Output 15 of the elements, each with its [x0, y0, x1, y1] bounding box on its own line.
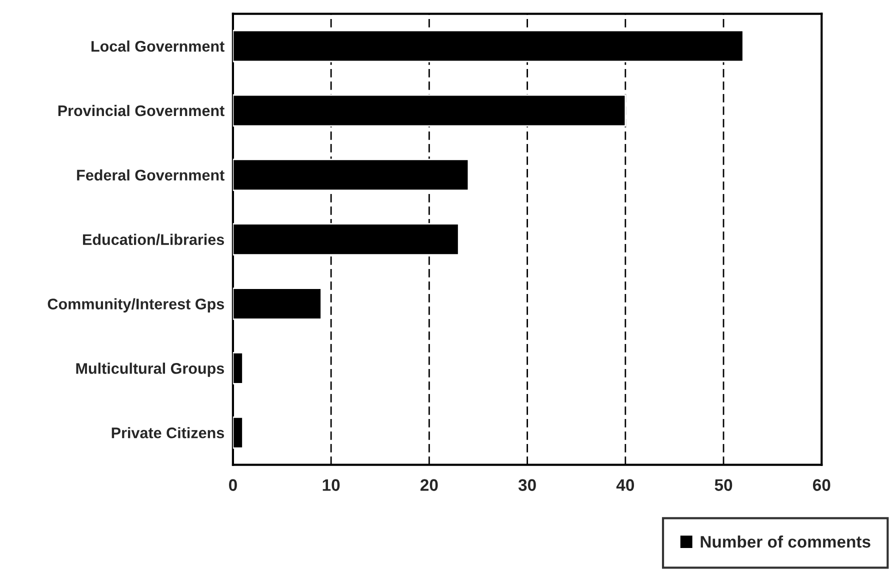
y-tick-label: Provincial Government	[58, 104, 224, 116]
y-tick-label: Community/Interest Gps	[48, 298, 224, 312]
x-tick-label: 0	[228, 479, 237, 491]
y-tick-label: Private Citizens	[112, 427, 224, 438]
legend-label: Number of comments	[700, 535, 870, 548]
y-tick-label: Multicultural Groups	[76, 362, 224, 377]
x-tick-label: 50	[714, 479, 732, 491]
y-tick-label: Education/Libraries	[83, 234, 224, 246]
x-tick-label: 10	[322, 479, 340, 491]
y-tick-label: Local Government	[92, 40, 224, 52]
x-tick-label: 30	[518, 479, 536, 491]
x-tick-label: 40	[616, 479, 634, 491]
x-tick-label: 20	[420, 479, 438, 491]
x-tick-label: 60	[812, 479, 830, 491]
y-tick-label: Federal Government	[77, 169, 224, 181]
